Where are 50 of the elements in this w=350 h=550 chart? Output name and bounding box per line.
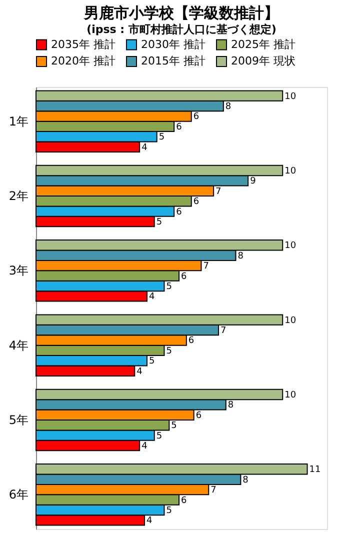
data-label: 5 [166,506,172,516]
y-tick-label: 3年 [8,264,28,278]
data-label: 5 [156,431,162,442]
legend-label: 2035年 推計 [51,38,116,51]
data-label: 4 [142,142,148,153]
data-label: 7 [216,186,222,197]
data-label: 11 [309,465,321,476]
data-label: 6 [193,197,200,208]
data-label: 10 [284,92,296,102]
legend-label: 2009年 現状 [231,54,296,68]
data-label: 4 [136,366,143,377]
data-label: 4 [148,292,155,302]
data-label: 6 [181,496,188,506]
data-label: 10 [284,390,296,400]
data-label: 10 [284,241,296,252]
data-label: 10 [284,166,296,176]
data-label: 7 [210,486,216,496]
data-label: 6 [188,336,194,346]
legend-label: 2025年 推計 [231,38,296,51]
chart-subtitle: (ipss : 市町村推計人口に基づく想定) [86,23,276,36]
data-label: 5 [166,346,172,356]
data-label: 5 [166,282,172,292]
y-tick-label: 5年 [8,412,28,427]
data-label: 6 [176,122,182,132]
data-label: 9 [250,176,256,187]
data-label: 5 [158,132,165,143]
data-label: 6 [196,410,202,421]
y-tick-label: 6年 [8,488,28,502]
chart-title: 男鹿市小学校【学級数推計】 [83,4,279,22]
data-label: 8 [242,475,249,486]
legend-label: 2015年 推計 [141,54,206,68]
data-label: 6 [181,272,188,282]
data-label: 7 [220,326,226,336]
data-label: 4 [142,442,148,452]
data-label: 7 [203,262,209,272]
y-tick-label: 2年 [8,189,28,204]
data-label: 8 [228,400,234,411]
data-label: 5 [171,421,177,432]
data-label: 8 [225,102,232,112]
legend-label: 2030年 推計 [141,38,206,51]
y-tick-label: 4年 [8,338,28,352]
data-label: 6 [193,112,200,122]
legend-label: 2020年 推計 [51,54,116,68]
data-label: 8 [238,251,244,262]
data-label: 5 [148,356,155,367]
data-label: 5 [156,218,162,228]
data-label: 6 [176,207,182,218]
y-tick-label: 1年 [8,114,28,128]
data-label: 10 [284,316,296,326]
data-label: 4 [146,516,153,526]
